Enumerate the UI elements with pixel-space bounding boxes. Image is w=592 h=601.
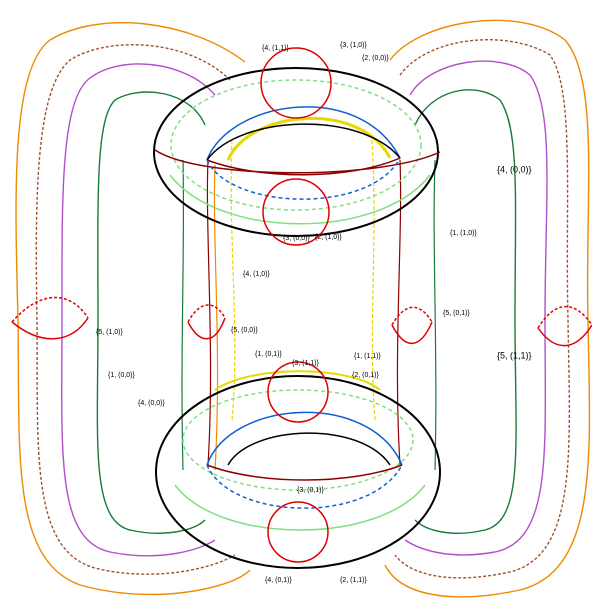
- label: {5, (0,1)}: [443, 310, 471, 317]
- lens: [538, 325, 592, 346]
- labels: {4, (1,1)} {3, (1,0)} {2, (0,0)} {4, (0,…: [96, 42, 532, 584]
- top-blue: [207, 107, 400, 160]
- top-green-dash: [171, 80, 421, 210]
- label: {3, (0,0)}: [283, 235, 311, 242]
- tube-left-orange: [214, 165, 217, 470]
- label: {3, (1,0)}: [340, 42, 368, 49]
- lens: [12, 318, 88, 339]
- bottom-hole: [228, 433, 390, 465]
- lens-dash: [12, 297, 88, 322]
- label: {2, (1,1)}: [340, 577, 368, 584]
- top-torus: [154, 48, 440, 245]
- brown-loop-right: [395, 40, 569, 578]
- tube-right: [397, 160, 400, 465]
- label: {4, (0,0)}: [497, 164, 532, 174]
- label: {5, (1,0)}: [96, 329, 124, 336]
- lens: [188, 318, 225, 339]
- label: {1, (0,1)}: [255, 351, 283, 358]
- label: {4, (0,1)}: [265, 577, 293, 584]
- lens-dash: [538, 307, 592, 328]
- orange-loop-left: [16, 23, 250, 595]
- label: {2, (0,1)}: [352, 372, 380, 379]
- green-loop-left: [97, 92, 205, 533]
- bottom-blue: [207, 412, 402, 465]
- top-blue-dash: [207, 158, 400, 199]
- label: {1, (0,0)}: [108, 372, 136, 379]
- label: {2, (1,0)}: [315, 234, 343, 241]
- label: {5, (1,1)}: [497, 350, 532, 360]
- red-circle: [268, 502, 328, 562]
- purple-loop-left: [62, 64, 215, 556]
- label: {5, (0,0)}: [231, 327, 259, 334]
- label: {3, (1,1)}: [292, 360, 320, 367]
- label: {2, (0,0)}: [362, 55, 390, 62]
- label: {3, (0,1)}: [297, 487, 325, 494]
- label: {4, (1,0)}: [243, 271, 271, 278]
- diagram: {4, (1,1)} {3, (1,0)} {2, (0,0)} {4, (0,…: [0, 0, 592, 601]
- label: {1, (1,1)}: [354, 353, 382, 360]
- label: {1, (1,0)}: [450, 230, 478, 237]
- label: {4, (1,1)}: [262, 45, 290, 52]
- side-lenses: [12, 297, 592, 345]
- purple-loop-right: [405, 61, 547, 555]
- top-hole: [207, 124, 400, 160]
- label: {4, (0,0)}: [138, 400, 166, 407]
- lens-dash: [188, 305, 225, 322]
